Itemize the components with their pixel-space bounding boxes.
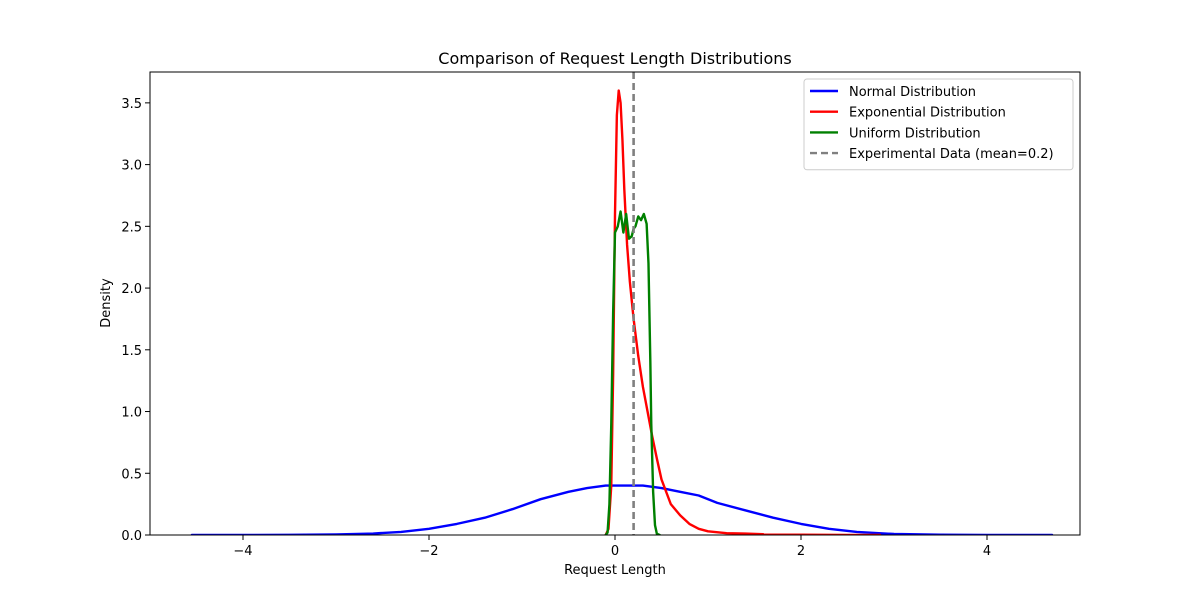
- legend-label: Exponential Distribution: [849, 106, 1006, 121]
- legend-label: Experimental Data (mean=0.2): [849, 147, 1054, 162]
- x-tick-label: 2: [797, 544, 805, 559]
- x-tick-label: 4: [983, 544, 991, 559]
- series-line-exponential: [604, 89, 882, 535]
- y-tick-label: 2.0: [121, 282, 142, 297]
- y-tick-label: 1.0: [121, 406, 142, 421]
- legend-label: Uniform Distribution: [849, 126, 981, 141]
- x-axis-label: Request Length: [564, 563, 666, 578]
- series-group: [190, 72, 1054, 535]
- y-axis-label: Density: [99, 278, 114, 328]
- legend-box: [803, 78, 1074, 171]
- legend: Normal Distribution Exponential Distribut…: [803, 78, 1074, 171]
- y-tick-label: 0.5: [121, 467, 142, 482]
- x-tick-label: −2: [419, 544, 438, 559]
- y-tick-label: 0.0: [121, 529, 142, 544]
- legend-label: Normal Distribution: [849, 85, 976, 100]
- x-tick-label: −4: [233, 544, 252, 559]
- y-tick-label: 2.5: [121, 220, 142, 235]
- series-line-normal: [190, 484, 1054, 535]
- y-tick-label: 1.5: [121, 344, 142, 359]
- chart-title: Comparison of Request Length Distributio…: [438, 49, 791, 68]
- axes: −4 −2 0 2 4 0.0 0.5 1.0 1.5 2.0 2.5 3.0 3.5: [121, 71, 1081, 559]
- x-tick-label: 0: [611, 544, 619, 559]
- plot-area: [190, 72, 1054, 535]
- y-tick-label: 3.5: [121, 97, 142, 112]
- y-tick-label: 3.0: [121, 159, 142, 174]
